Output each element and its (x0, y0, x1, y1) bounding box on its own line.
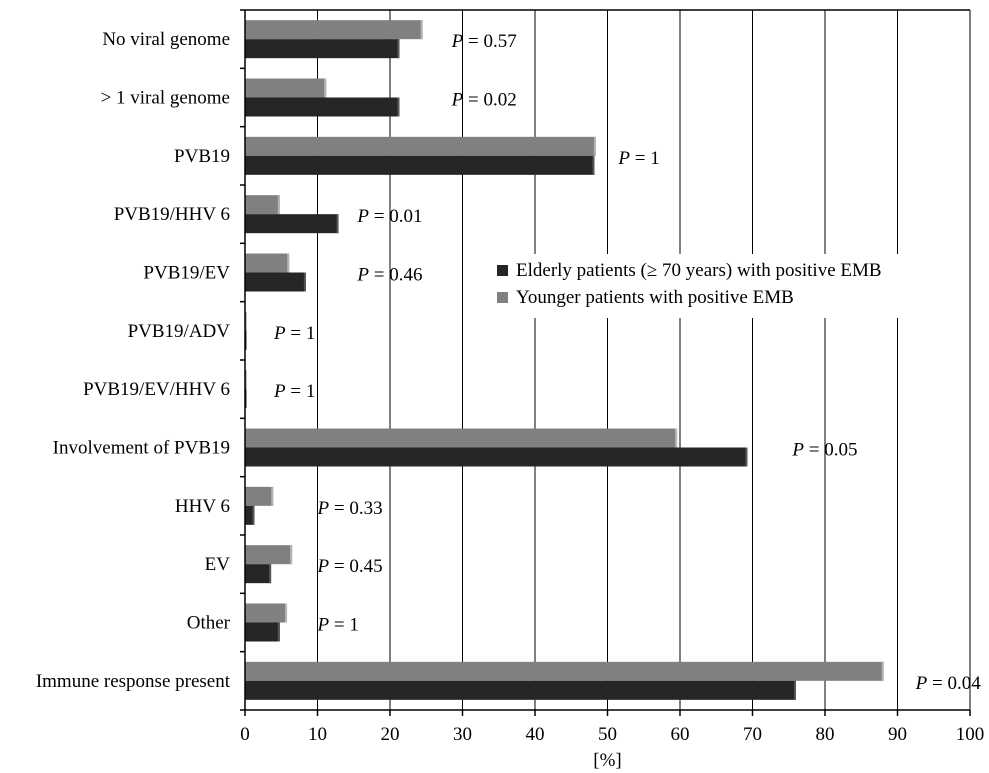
legend-swatch (497, 292, 508, 303)
bar-edge (336, 214, 339, 234)
category-label: Involvement of PVB19 (53, 438, 230, 459)
x-tick-label-50: 50 (598, 724, 617, 745)
bar-edge (397, 39, 400, 59)
bar-edge (420, 20, 423, 40)
p-value-label: P = 1 (273, 323, 315, 344)
bars (245, 20, 884, 700)
gridlines (317, 10, 971, 710)
category-label: PVB19/EV (143, 263, 230, 284)
category-label: PVB19 (174, 146, 230, 167)
bar-younger-10 (245, 603, 288, 623)
p-value-label: P = 0.02 (451, 90, 517, 111)
p-value-label: P = 0.46 (356, 265, 422, 286)
x-tick-label-40: 40 (526, 724, 545, 745)
p-value-label: P = 1 (273, 381, 315, 402)
p-value-label: P = 0.05 (791, 440, 857, 461)
legend: Elderly patients (≥ 70 years) with posit… (491, 254, 931, 318)
bar-elderly-2 (245, 155, 595, 175)
bar-younger-3 (245, 195, 280, 215)
category-label: No viral genome (102, 29, 230, 50)
category-label: > 1 viral genome (101, 88, 230, 109)
bar-elderly-3 (245, 214, 339, 234)
bar-edge (592, 155, 595, 175)
category-label: PVB19/HHV 6 (114, 204, 230, 225)
x-tick-label-100: 100 (956, 724, 985, 745)
x-tick-label-60: 60 (671, 724, 690, 745)
bar-younger-11 (245, 661, 884, 681)
legend-swatch (497, 265, 508, 276)
p-value-label: P = 1 (617, 148, 659, 169)
bar-edge (287, 253, 290, 273)
x-tick-label-70: 70 (743, 724, 762, 745)
p-value-label: P = 0.57 (451, 31, 517, 52)
bar-edge (675, 428, 678, 448)
bar-edge (271, 486, 274, 506)
bar-elderly-11 (245, 680, 796, 700)
bar-edge (324, 78, 327, 98)
bar-edge (277, 195, 280, 215)
category-label: Immune response present (36, 671, 231, 692)
x-tick-label-20: 20 (381, 724, 400, 745)
legend-label: Elderly patients (≥ 70 years) with posit… (516, 260, 882, 281)
labels: 0 10 20 30 40 50 60 70 80 90 100 No viral genome P =… (36, 9, 985, 745)
category-label: PVB19/ADV (128, 321, 231, 342)
bar-elderly-7 (245, 447, 748, 467)
bar-younger-2 (245, 136, 596, 156)
bar-elderly-1 (245, 97, 400, 117)
category-label: EV (205, 554, 231, 575)
x-tick-label-90: 90 (888, 724, 907, 745)
bar-edge (277, 622, 280, 642)
bar-younger-8 (245, 486, 274, 506)
bar-edge (303, 272, 306, 292)
x-axis-title: [%] (593, 750, 621, 771)
p-value-label: P = 0.04 (915, 673, 982, 694)
category-label: PVB19/EV/HHV 6 (83, 379, 230, 400)
bar-edge (290, 545, 293, 565)
bar-elderly-10 (245, 622, 280, 642)
bar-elderly-9 (245, 564, 272, 584)
category-label: HHV 6 (175, 496, 230, 517)
x-tick-label-30: 30 (453, 724, 472, 745)
bar-edge (745, 447, 748, 467)
legend-label: Younger patients with positive EMB (516, 287, 794, 308)
bar-elderly-0 (245, 39, 400, 59)
bar-younger-4 (245, 253, 290, 273)
bar-elderly-8 (245, 505, 255, 525)
bar-edge (269, 564, 272, 584)
legend-background (491, 254, 931, 318)
bar-edge (593, 136, 596, 156)
p-value-label: P = 0.33 (317, 498, 383, 519)
x-tick-label-0: 0 (240, 724, 250, 745)
bar-edge (285, 603, 288, 623)
bar-edge (397, 97, 400, 117)
bar-edge (881, 661, 884, 681)
category-label: Other (187, 613, 231, 634)
x-tick-label-10: 10 (308, 724, 327, 745)
x-tick-label-80: 80 (816, 724, 835, 745)
p-value-label: P = 1 (317, 615, 359, 636)
bar-edge (794, 680, 796, 700)
bar-elderly-4 (245, 272, 306, 292)
bar-edge (252, 505, 255, 525)
p-value-label: P = 0.45 (317, 556, 383, 577)
bar-younger-0 (245, 20, 423, 40)
bar-younger-9 (245, 545, 293, 565)
bar-younger-1 (245, 78, 327, 98)
p-value-label: P = 0.01 (356, 206, 422, 227)
bar-younger-7 (245, 428, 678, 448)
